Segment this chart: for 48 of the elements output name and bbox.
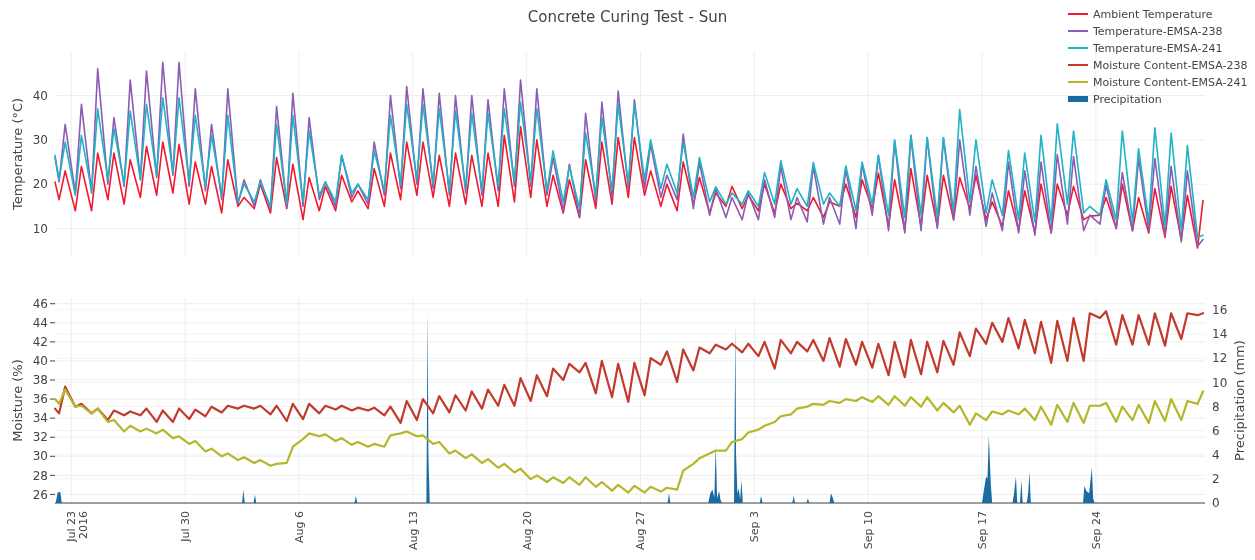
y2-tick-label: 12: [1212, 351, 1228, 366]
legend-label: Temperature-EMSA-238: [1092, 24, 1223, 38]
y-tick-label: 42: [32, 335, 48, 350]
x-tick-label: Sep 17: [975, 511, 989, 550]
line-series: [53, 388, 1205, 494]
x-tick-label: Aug 6: [292, 511, 306, 543]
y-tick-label: 38: [32, 373, 48, 388]
x-tick-label: Aug 27: [634, 511, 648, 550]
y-tick-label: 40: [32, 354, 48, 369]
legend-label: Temperature-EMSA-241: [1092, 41, 1223, 55]
x-tick-label: Sep 24: [1089, 511, 1103, 550]
y-tick-label: 28: [32, 468, 48, 483]
legend-label: Ambient Temperature: [1093, 7, 1213, 21]
y-tick-label: 20: [32, 177, 48, 192]
y-tick-label: 44: [32, 315, 48, 330]
x-tick-label: Sep 3: [748, 511, 762, 543]
y-axis-title: Temperature (°C): [10, 97, 25, 212]
y-tick-label: 10: [32, 221, 48, 236]
y2-tick-label: 8: [1212, 399, 1220, 414]
y-tick-label: 26: [32, 487, 48, 502]
y2-tick-label: 0: [1212, 496, 1220, 511]
legend-label: Precipitation: [1093, 92, 1162, 106]
x-tick-label: Sep 10: [862, 511, 876, 550]
y2-tick-label: 10: [1212, 375, 1228, 390]
y2-tick-label: 2: [1212, 472, 1220, 487]
y2-axis-title: Precipitation (mm): [1232, 340, 1247, 461]
y-axis-title: Moisture (%): [10, 359, 25, 442]
x-tick-label: Aug 20: [520, 511, 534, 550]
y-tick-label: 32: [32, 430, 48, 445]
y-tick-label: 46: [32, 296, 48, 311]
legend-label: Moisture Content-EMSA-238: [1093, 58, 1248, 72]
y-tick-label: 34: [32, 411, 48, 426]
y2-tick-label: 6: [1212, 423, 1220, 438]
line-series: [53, 310, 1205, 425]
y2-tick-label: 4: [1212, 447, 1220, 462]
y2-tick-label: 14: [1212, 327, 1228, 342]
x-tick-label: Jul 30: [178, 511, 192, 543]
y-tick-label: 36: [32, 392, 48, 407]
chart-title: Concrete Curing Test - Sun: [527, 8, 728, 26]
y-tick-label: 30: [32, 133, 48, 148]
line-series: [54, 125, 1204, 249]
x-tick-label: Jul 23 2016: [65, 511, 91, 543]
line-series: [54, 96, 1204, 239]
y-tick-label: 40: [32, 88, 48, 103]
y-tick-label: 30: [32, 449, 48, 464]
y2-tick-label: 16: [1212, 303, 1228, 318]
legend-label: Moisture Content-EMSA-241: [1093, 75, 1248, 89]
x-tick-label: Aug 13: [406, 511, 420, 550]
